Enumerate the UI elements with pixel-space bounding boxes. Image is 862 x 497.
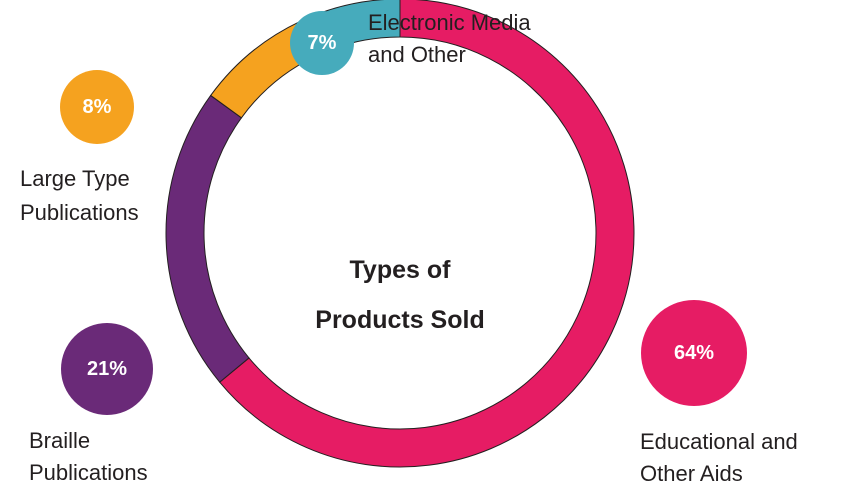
donut-ring (165, 0, 635, 468)
slice-label-braille-line-1: Braille (29, 428, 90, 453)
slice-percent-large-type: 8% (83, 96, 112, 118)
slice-badge-braille (61, 323, 153, 415)
slice-badge-educational (641, 300, 747, 406)
slice-label-electronic-line-1: Electronic Media (368, 10, 531, 35)
slice-label-braille-line-2: Publications (29, 460, 148, 485)
chart-title-line-2: Products Sold (315, 306, 484, 334)
slice-label-educational-line-1: Educational and (640, 429, 798, 454)
slice-badge-large-type (60, 70, 134, 144)
slice-percent-braille: 21% (87, 358, 127, 380)
donut-slice-educational (218, 0, 635, 468)
slice-badge-electronic (290, 11, 354, 75)
slice-label-large-type-line-1: Large Type (20, 166, 130, 191)
slice-percent-educational: 64% (674, 342, 714, 364)
slice-label-electronic-line-2: and Other (368, 42, 466, 67)
donut-slice-braille (165, 94, 250, 383)
slice-percent-electronic: 7% (308, 32, 337, 54)
slice-label-educational-line-2: Other Aids (640, 461, 743, 486)
chart-title-line-1: Types of (350, 256, 452, 284)
slice-label-large-type-line-2: Publications (20, 200, 139, 225)
